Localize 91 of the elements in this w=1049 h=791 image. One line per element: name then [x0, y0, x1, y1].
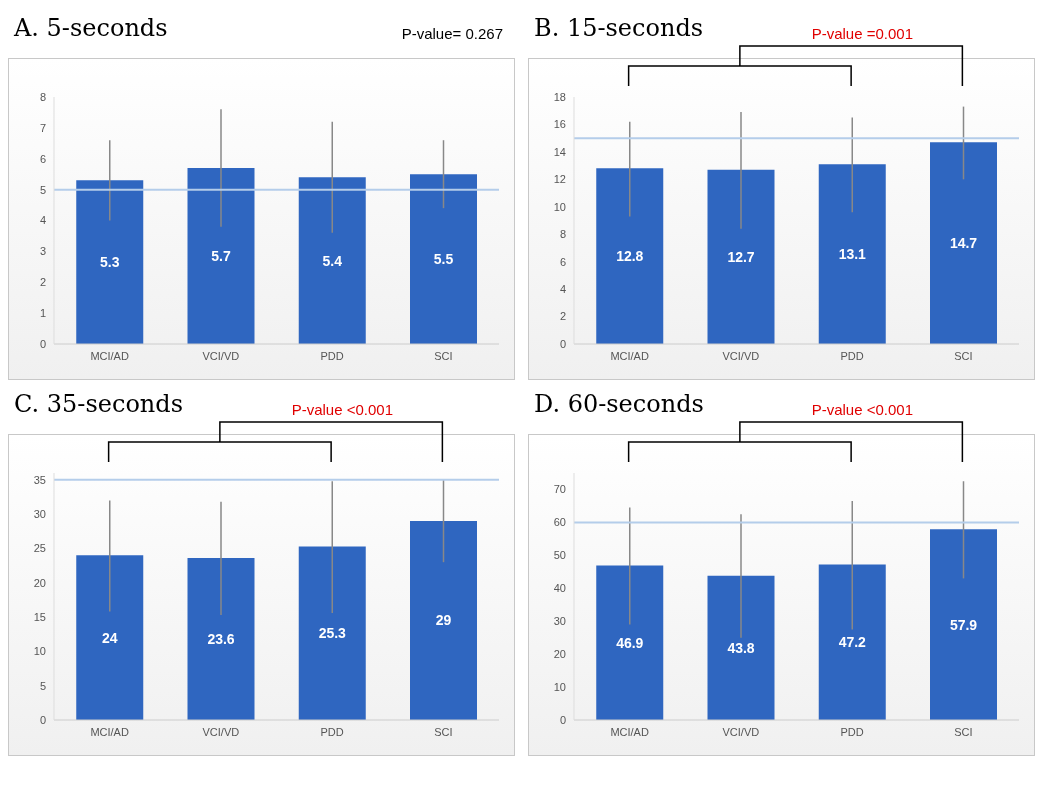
data-label: 25.3 — [318, 625, 347, 642]
x-tick-label: VCI/VD — [202, 349, 240, 362]
x-tick-label: PDD — [320, 349, 344, 362]
y-tick-label: 30 — [33, 508, 46, 521]
y-tick-label: 35 — [33, 473, 46, 486]
y-tick-label: 5 — [39, 679, 46, 692]
chart-title: C. 35-seconds — [13, 390, 183, 418]
bar — [818, 164, 886, 344]
y-tick-label: 20 — [553, 648, 566, 661]
text: P-value= 0.267 — [401, 25, 503, 42]
y-tick-label: 8 — [559, 228, 566, 241]
bar — [596, 168, 664, 344]
bar — [930, 142, 997, 344]
y-tick-label: 4 — [559, 283, 566, 296]
y-tick-label: 2 — [39, 276, 46, 289]
y-tick-label: 4 — [39, 214, 46, 227]
chart-title: A. 5-seconds — [13, 14, 168, 42]
x-tick-label: VCI/VD — [722, 349, 760, 362]
bar — [818, 564, 886, 720]
y-tick-label: 8 — [39, 90, 46, 103]
x-tick-label: MCI/AD — [610, 725, 649, 738]
y-tick-label: 50 — [553, 549, 566, 562]
bar — [410, 521, 477, 720]
y-tick-label: 12 — [553, 173, 566, 186]
x-tick-label: MCI/AD — [90, 349, 129, 362]
text: P-value <0.001 — [811, 401, 913, 418]
y-tick-label: 25 — [33, 542, 46, 555]
x-tick-label: SCI — [954, 349, 973, 362]
bar — [707, 575, 775, 720]
x-tick-label: SCI — [434, 349, 453, 362]
y-tick-label: 40 — [553, 582, 566, 595]
bar — [410, 174, 477, 344]
y-tick-label: 18 — [553, 90, 566, 103]
x-tick-label: SCI — [954, 725, 973, 738]
x-tick-label: MCI/AD — [90, 725, 129, 738]
data-label: 24 — [101, 629, 118, 646]
x-tick-label: PDD — [840, 725, 864, 738]
y-tick-label: 3 — [39, 245, 46, 258]
y-tick-label: 30 — [553, 615, 566, 628]
data-label: 43.8 — [727, 639, 755, 656]
bar — [76, 555, 144, 720]
bar — [76, 180, 144, 344]
x-tick-label: PDD — [840, 349, 864, 362]
data-label: 5.7 — [211, 247, 231, 264]
bar — [596, 565, 664, 720]
chart-title: D. 60-seconds — [533, 390, 704, 418]
y-tick-label: 10 — [553, 200, 566, 213]
data-label: 5.5 — [433, 251, 454, 268]
x-tick-label: VCI/VD — [202, 725, 240, 738]
y-tick-label: 60 — [553, 516, 566, 529]
y-tick-label: 2 — [559, 310, 566, 323]
chart-title: B. 15-seconds — [533, 14, 704, 42]
data-label: 14.7 — [949, 235, 978, 252]
data-label: 57.9 — [949, 616, 978, 633]
text: P-value =0.001 — [811, 25, 913, 42]
y-tick-label: 1 — [39, 307, 46, 320]
bar — [187, 558, 255, 720]
x-tick-label: MCI/AD — [610, 349, 649, 362]
bar — [707, 169, 775, 344]
y-tick-label: 10 — [33, 645, 46, 658]
bar — [187, 168, 255, 344]
y-tick-label: 6 — [559, 255, 566, 268]
y-tick-label: 15 — [33, 610, 46, 623]
y-tick-label: 70 — [553, 483, 566, 496]
y-tick-label: 20 — [33, 576, 46, 589]
data-label: 12.7 — [727, 248, 755, 265]
y-tick-label: 10 — [553, 680, 566, 693]
data-label: 13.1 — [838, 246, 867, 263]
y-tick-label: 0 — [39, 713, 46, 726]
text: P-value <0.001 — [291, 401, 393, 418]
bar — [298, 546, 366, 720]
y-tick-label: 7 — [39, 121, 46, 134]
data-label: 29 — [435, 612, 452, 629]
data-label: 47.2 — [838, 634, 867, 651]
x-tick-label: VCI/VD — [722, 725, 760, 738]
bar — [930, 529, 997, 720]
y-tick-label: 5 — [39, 183, 46, 196]
data-label: 5.4 — [322, 252, 343, 269]
bar — [298, 177, 366, 344]
data-label: 12.8 — [616, 248, 644, 265]
y-tick-label: 14 — [553, 145, 566, 158]
x-tick-label: PDD — [320, 725, 344, 738]
y-tick-label: 0 — [559, 713, 566, 726]
y-tick-label: 0 — [559, 337, 566, 350]
data-label: 23.6 — [207, 631, 235, 648]
data-label: 46.9 — [616, 634, 644, 651]
x-tick-label: SCI — [434, 725, 453, 738]
y-tick-label: 16 — [553, 118, 566, 131]
data-label: 5.3 — [100, 254, 120, 271]
y-tick-label: 6 — [39, 152, 46, 165]
y-tick-label: 0 — [39, 337, 46, 350]
